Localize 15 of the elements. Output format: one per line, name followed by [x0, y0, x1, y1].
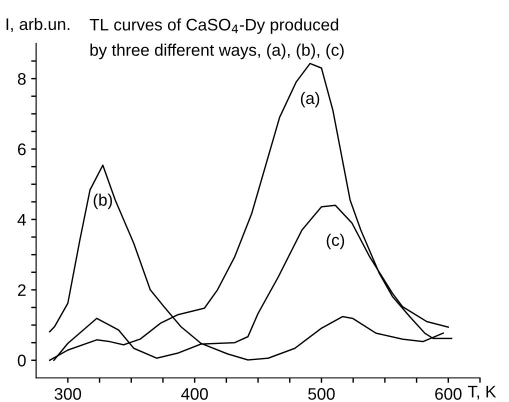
y-axis-title: I, arb.un. — [6, 18, 70, 32]
series-label: (b) — [94, 194, 112, 210]
y-tick-label: 8 — [18, 73, 26, 85]
chart-title: TL curves of CaSO$_{4}$-Dy produced by three different ways, (a), (b), (c) — [90, 18, 344, 60]
series-label: (c) — [326, 234, 344, 250]
x-tick-label: 300 — [54, 388, 82, 400]
y-tick-label: 2 — [18, 284, 26, 296]
y-tick-label: 0 — [18, 354, 26, 366]
x-tick-label: 500 — [308, 388, 335, 400]
y-tick-label: 4 — [18, 214, 26, 226]
series-label: (a) — [300, 92, 320, 108]
x-tick-label: 400 — [181, 388, 208, 400]
y-tick-label: 6 — [18, 143, 26, 156]
x-tick-label: 600 — [435, 388, 462, 400]
x-axis-title: T, K — [468, 386, 496, 400]
